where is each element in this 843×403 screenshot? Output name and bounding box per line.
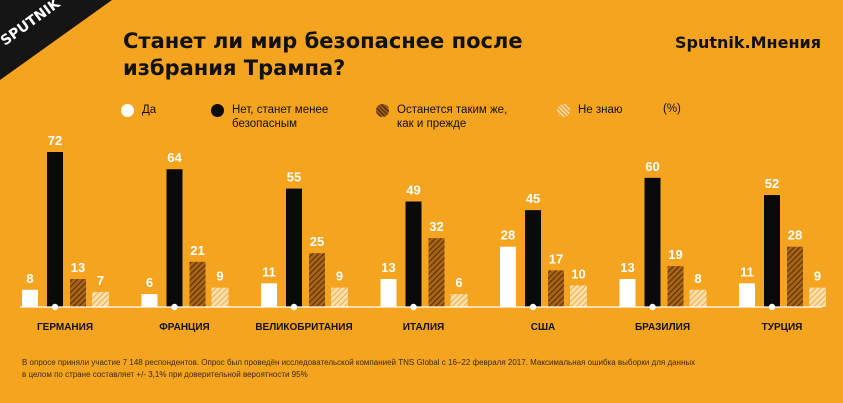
value-label-no: 72 [48, 133, 62, 148]
bar-same [667, 266, 684, 307]
category-marker [529, 303, 537, 311]
value-label-no: 55 [287, 170, 301, 185]
category-label: БРАЗИЛИЯ [635, 322, 690, 333]
bar-no [525, 210, 541, 307]
value-label-dontknow: 10 [571, 266, 585, 281]
category-label: ТУРЦИЯ [762, 322, 803, 333]
category-markers [51, 303, 776, 311]
value-label-no: 45 [526, 191, 540, 206]
legend-item-dontknow: Не знаю [557, 103, 623, 117]
bar-no [286, 188, 302, 307]
category-label: ФРАНЦИЯ [159, 322, 209, 333]
value-label-yes: 28 [501, 228, 515, 243]
bar-same [548, 270, 564, 307]
sputnik-logo[interactable]: SPUTNIK [0, 0, 112, 80]
legend-label-same: Останется таким же, как и прежде [397, 104, 508, 130]
value-label-dontknow: 9 [336, 269, 343, 284]
unit-label: (%) [663, 103, 681, 115]
value-label-same: 13 [71, 260, 85, 275]
bar-same [309, 253, 325, 307]
legend-swatch-same [376, 104, 389, 117]
value-label-yes: 8 [26, 271, 33, 286]
bar-yes [619, 279, 636, 307]
legend-swatch-dontknow [557, 104, 570, 117]
value-label-same: 25 [310, 234, 324, 249]
header-brand[interactable]: Sputnik.Мнения [675, 33, 821, 52]
value-label-no: 60 [645, 159, 659, 174]
category-marker [171, 303, 178, 311]
category-marker [410, 303, 417, 311]
value-label-same: 19 [668, 247, 682, 262]
legend-swatch-no [211, 104, 224, 117]
value-label-yes: 6 [146, 275, 153, 290]
bar-no [644, 177, 661, 307]
chart-title-line1: Станет ли мир безопаснее после [123, 29, 523, 53]
bar-no [47, 152, 63, 307]
category-labels: ГЕРМАНИЯ ФРАНЦИЯ ВЕЛИКОБРИТАНИЯ ИТАЛИЯ США БР… [37, 322, 802, 333]
value-label-same: 21 [190, 243, 204, 258]
category-marker [768, 303, 776, 311]
category-label: ВЕЛИКОБРИТАНИЯ [255, 322, 352, 333]
bar-dontknow [570, 285, 587, 307]
legend-swatch-yes [121, 104, 134, 117]
value-label-dontknow: 7 [97, 273, 104, 288]
legend-label-dontknow: Не знаю [578, 104, 623, 116]
bar-dontknow [450, 294, 468, 307]
bar-dontknow [92, 291, 109, 307]
value-label-dontknow: 9 [814, 269, 821, 284]
bar-yes [141, 294, 158, 307]
category-marker [290, 303, 298, 311]
value-label-dontknow: 9 [216, 269, 223, 284]
value-label-dontknow: 6 [455, 275, 462, 290]
bar-yes [261, 283, 277, 307]
legend-item-same: Останется таким же, как и прежде [376, 103, 526, 131]
bar-yes [22, 289, 38, 307]
value-label-same: 32 [429, 219, 443, 234]
category-label: США [531, 322, 556, 333]
bar-same [428, 238, 445, 307]
bars-group [22, 152, 826, 307]
value-label-yes: 11 [262, 264, 276, 279]
chart-title: Станет ли мир безопаснее после избрания … [123, 28, 523, 82]
value-label-yes: 11 [740, 264, 754, 279]
category-label: ГЕРМАНИЯ [37, 322, 93, 333]
bar-yes [500, 246, 516, 307]
bar-no [166, 169, 183, 307]
legend-item-no: Нет, станет менее безопасным [211, 103, 361, 131]
bar-yes [739, 283, 755, 307]
legend-item-yes: Да [121, 103, 156, 117]
footnote-line1: В опросе приняли участие 7 148 респонден… [22, 358, 696, 367]
bar-dontknow [809, 287, 826, 307]
category-marker [51, 303, 59, 311]
value-label-same: 28 [788, 228, 802, 243]
bar-yes [380, 279, 397, 307]
footnote-line2: в целом по стране составляет +/- 3,1% пр… [22, 370, 308, 379]
bar-no [764, 195, 780, 307]
bar-dontknow [211, 287, 229, 307]
bar-no [405, 201, 422, 307]
value-label-no: 52 [765, 176, 779, 191]
value-label-no: 49 [406, 183, 420, 198]
bar-same [70, 279, 86, 307]
value-label-same: 17 [549, 251, 563, 266]
bar-dontknow [331, 287, 348, 307]
chart-title-line2: избрания Трампа? [123, 56, 346, 80]
value-label-no: 64 [167, 150, 182, 165]
value-label-yes: 13 [381, 260, 395, 275]
footnote: В опросе приняли участие 7 148 респонден… [22, 357, 812, 381]
bar-same [189, 261, 206, 307]
value-labels: 8 72 13 7 6 64 21 9 11 55 25 9 13 49 32 6 28 45 17 10 13 60 19… [26, 133, 821, 290]
category-label: ИТАЛИЯ [403, 322, 444, 333]
legend-label-no: Нет, станет менее безопасным [232, 104, 329, 130]
value-label-dontknow: 8 [694, 271, 701, 286]
bar-dontknow [689, 289, 707, 307]
bar-same [787, 246, 803, 307]
legend-label-yes: Да [142, 104, 157, 116]
value-label-yes: 13 [620, 260, 634, 275]
category-marker [649, 303, 656, 311]
